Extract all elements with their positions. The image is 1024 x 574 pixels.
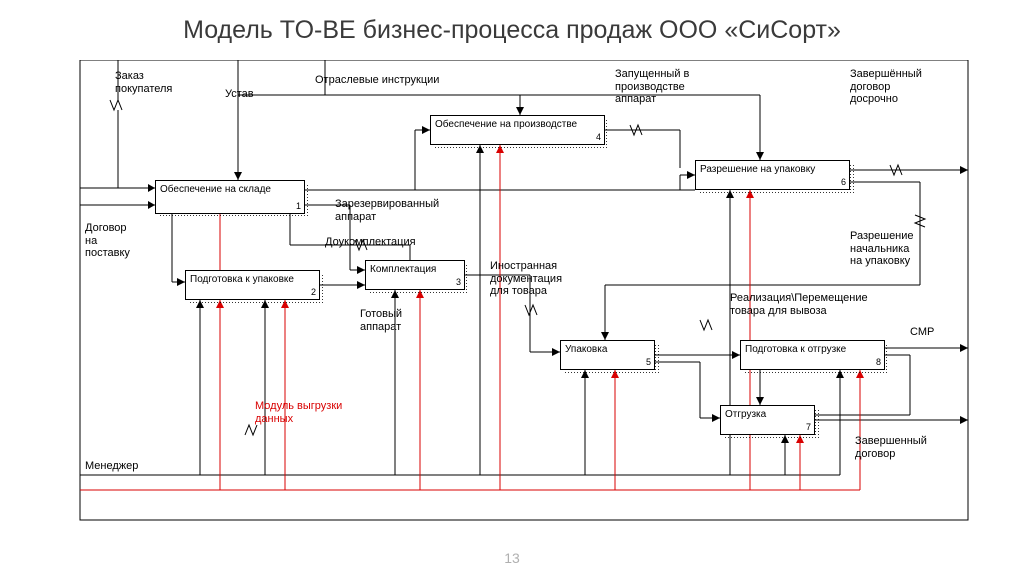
flow-label: Менеджер	[85, 460, 138, 473]
flow-label: Реализация\Перемещение товара для вывоза	[730, 292, 868, 317]
process-box-2: Подготовка к упаковке2	[185, 270, 320, 300]
flow-label: Иностранная документация для товара	[490, 260, 562, 298]
box-number: 5	[646, 358, 651, 368]
process-box-1: Обеспечение на складе1	[155, 180, 305, 214]
process-box-7: Отгрузка7	[720, 405, 815, 435]
flow-label: СМР	[910, 326, 934, 339]
idef0-diagram: Обеспечение на складе1 Подготовка к упако…	[60, 60, 970, 530]
flow-label: Отраслевые инструкции	[315, 74, 439, 87]
box-number: 3	[456, 278, 461, 288]
page-number: 13	[0, 550, 1024, 566]
flow-label: Запущенный в производстве аппарат	[615, 68, 689, 106]
flow-label: Заказ покупателя	[115, 70, 172, 95]
flow-label: Договор на поставку	[85, 222, 130, 260]
flow-label: Зарезервированный аппарат	[335, 198, 439, 223]
box-number: 8	[876, 358, 881, 368]
process-box-4: Обеспечение на производстве4	[430, 115, 605, 145]
flow-label: Завершенный договор	[855, 435, 927, 460]
flow-label: Устав	[225, 88, 254, 101]
process-box-6: Разрешение на упаковку6	[695, 160, 850, 190]
box-number: 4	[596, 133, 601, 143]
box-number: 1	[296, 202, 301, 212]
box-number: 6	[841, 178, 846, 188]
flow-label: Завершённый договор досрочно	[850, 68, 922, 106]
flow-label: Разрешение начальника на упаковку	[850, 230, 914, 268]
flow-label: Готовый аппарат	[360, 308, 402, 333]
page-title: Модель TO-BE бизнес-процесса продаж ООО …	[0, 16, 1024, 45]
flow-label: Модуль выгрузки данных	[255, 400, 342, 425]
box-number: 2	[311, 288, 316, 298]
process-box-8: Подготовка к отгрузке8	[740, 340, 885, 370]
process-box-3: Комплектация3	[365, 260, 465, 290]
flow-label: Доукомплектация	[325, 236, 416, 249]
box-number: 7	[806, 423, 811, 433]
process-box-5: Упаковка5	[560, 340, 655, 370]
